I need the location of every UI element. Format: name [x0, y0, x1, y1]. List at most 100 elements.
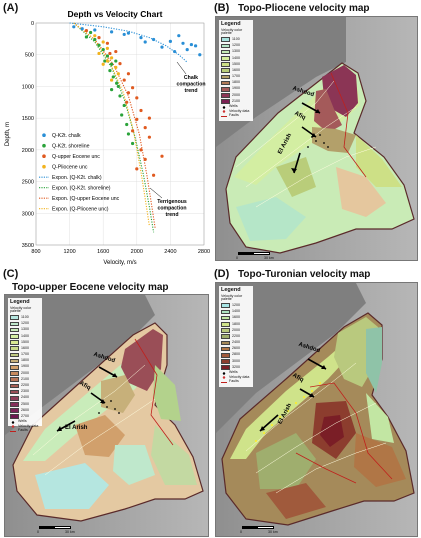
legend-value: 2600	[21, 407, 29, 412]
legend-value: 2500	[21, 401, 29, 406]
legend-swatch	[221, 93, 230, 98]
y-tick-label: 0	[31, 21, 34, 27]
legend-row: 2600	[219, 346, 253, 352]
legend-label: Q-Pliocene unc	[52, 165, 88, 171]
legend-value: 1200	[21, 321, 29, 326]
legend-subtitle: Velocity color palette	[10, 305, 32, 314]
legend-row: 2500	[8, 401, 42, 407]
legend-swatch	[10, 321, 19, 327]
data-point	[160, 45, 164, 49]
legend-extra-label: Faults	[229, 113, 239, 118]
scale-bar	[39, 526, 71, 529]
legend-row: 2100	[219, 99, 253, 105]
data-point	[131, 86, 135, 90]
annotation-text: trend	[185, 88, 198, 94]
legend-swatch	[10, 389, 19, 395]
legend-value: 1100	[232, 36, 240, 41]
data-point	[97, 51, 101, 56]
legend-extra-row: Wells	[219, 105, 253, 110]
legend-row: 1200	[219, 303, 253, 309]
legend-value: 2700	[21, 413, 29, 418]
legend-title: Legend	[221, 287, 241, 293]
legend-symbol	[221, 105, 227, 109]
legend-row: 2700	[8, 414, 42, 420]
data-point	[105, 41, 109, 45]
legend-row: 1800	[219, 80, 253, 86]
legend-value: 2100	[21, 376, 29, 381]
x-tick-label: 1200	[63, 249, 75, 255]
x-axis-label: Velocity, m/s	[103, 260, 136, 266]
legend-swatch	[221, 37, 230, 43]
legend-value: 1400	[232, 309, 240, 314]
legend-swatch	[221, 86, 230, 92]
data-point	[116, 72, 120, 76]
legend-symbol	[10, 425, 16, 429]
map-title: Topo-Pliocene velocity map	[238, 3, 370, 14]
data-point	[118, 94, 122, 98]
legend-value: 1300	[232, 49, 240, 54]
data-point	[103, 59, 107, 63]
legend-label: Expon. (Q-K2t. shoreline)	[52, 186, 111, 192]
legend-extra-label: Faults	[18, 428, 28, 433]
legend-extra-row: Faults	[219, 380, 253, 385]
data-point	[135, 167, 139, 171]
data-point	[105, 59, 109, 63]
legend-extra-row: Velocity data	[8, 424, 42, 429]
data-point	[114, 49, 118, 54]
x-tick-label: 800	[31, 249, 40, 255]
panel-b: (B) Topo-Pliocene velocity map	[212, 0, 421, 266]
legend-value: 1400	[21, 333, 29, 338]
legend-value: 1600	[232, 67, 240, 72]
legend-label: Expon. (Q-Pliocene unc)	[52, 207, 109, 213]
legend-value: 2200	[232, 333, 240, 338]
legend-extra-label: Velocity data	[18, 423, 39, 428]
legend-value: 1700	[21, 352, 29, 357]
data-point	[101, 48, 105, 52]
data-point	[126, 31, 130, 35]
legend-swatch	[221, 309, 230, 315]
panel-letter: (C)	[3, 268, 19, 280]
trendline	[69, 22, 188, 63]
data-point	[147, 135, 151, 139]
data-point	[168, 39, 172, 43]
data-point	[122, 103, 126, 108]
legend-swatch	[10, 327, 19, 333]
legend-symbol	[221, 371, 227, 375]
data-point	[72, 25, 76, 29]
legend-value: 1800	[232, 321, 240, 326]
legend-row: 2800	[219, 352, 253, 358]
legend-swatch	[221, 315, 230, 321]
legend-row: 2000	[219, 92, 253, 98]
legend-value: 2600	[232, 346, 240, 351]
data-point	[120, 113, 124, 117]
legend-extra-row: Velocity data	[219, 375, 253, 380]
legend-value: 2000	[21, 370, 29, 375]
data-point	[189, 42, 193, 47]
place-el-arish: El Arish	[65, 425, 88, 431]
legend-row: 1900	[219, 86, 253, 92]
x-tick-label: 2400	[164, 249, 176, 255]
legend-swatch	[10, 315, 19, 321]
data-point	[110, 88, 114, 92]
annotation-leader	[176, 61, 187, 75]
legend-value: 1600	[232, 315, 240, 320]
legend-title: Legend	[221, 21, 241, 27]
data-point	[84, 35, 88, 39]
legend-swatch	[10, 377, 19, 382]
chart-annotations: ChalkcompactiontrendTerrigenouscompactio…	[149, 61, 206, 218]
legend-value: 2000	[232, 327, 240, 332]
data-point	[97, 43, 101, 47]
data-point	[177, 34, 181, 38]
velocity-map-d: Legend Velocity color palette 1200 1400 1600…	[215, 282, 418, 537]
annotation-text: compaction	[157, 206, 186, 212]
legend-value: 1400	[232, 55, 240, 60]
legend-subtitle: Velocity color palette	[221, 27, 243, 36]
data-point	[110, 62, 114, 66]
data-point	[143, 126, 147, 130]
legend-subtitle: Velocity color palette	[221, 293, 243, 302]
legend-row: 1700	[219, 74, 253, 80]
legend-symbol	[221, 382, 227, 384]
legend-row: 2000	[219, 327, 253, 333]
legend-value: 2200	[21, 383, 29, 388]
legend-swatch	[10, 414, 19, 420]
